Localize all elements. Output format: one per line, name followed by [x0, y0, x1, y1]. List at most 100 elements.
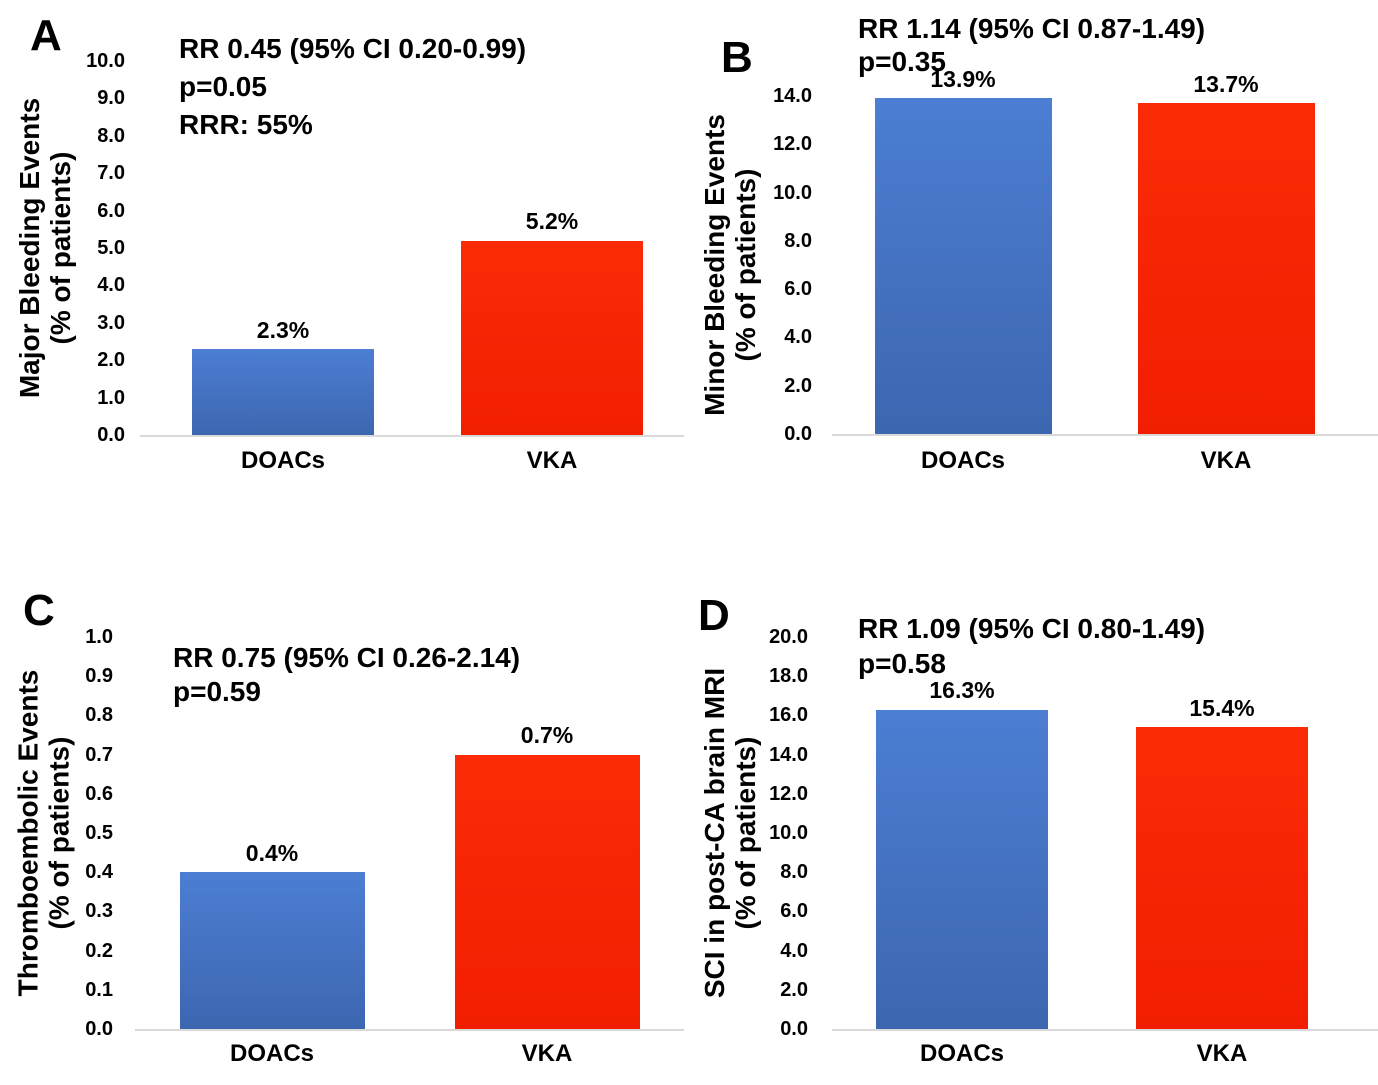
- value-label: 16.3%: [929, 677, 995, 704]
- bar-doacs: [192, 348, 374, 435]
- stats-annotation-line: RR 1.14 (95% CI 0.87-1.49): [858, 13, 1206, 44]
- bar-vka: [1137, 103, 1315, 434]
- y-tick-label: 12.0: [773, 133, 812, 156]
- panel-letter: A: [30, 11, 63, 60]
- y-tick-label: 2.0: [784, 374, 812, 397]
- y-tick-label: 6.0: [784, 278, 812, 301]
- stats-annotation: RR 0.75 (95% CI 0.26-2.14) p=0.59: [173, 641, 520, 709]
- value-label: 5.2%: [525, 208, 579, 235]
- category-label: VKA: [1200, 447, 1252, 474]
- y-tick-label: 0.4: [85, 861, 113, 884]
- chart-panel-a: A RR 0.45 (95% CI 0.20-0.99) p=0.05 RRR: 5…: [0, 0, 689, 543]
- value-label: 13.9%: [930, 66, 996, 93]
- y-tick-label: 16.0: [769, 704, 808, 727]
- y-axis-title-line2: (% of patients): [730, 736, 762, 930]
- bar-vka: [461, 240, 643, 435]
- category-label: VKA: [521, 1040, 573, 1067]
- x-axis-line: [832, 434, 1378, 436]
- y-tick-label: 4.0: [780, 939, 808, 962]
- stats-annotation-line: p=0.59: [173, 676, 261, 707]
- y-axis-title: Major Bleeding Events (% of patients): [14, 61, 76, 435]
- y-tick-label: 9.0: [97, 87, 125, 110]
- value-label: 13.7%: [1193, 70, 1259, 97]
- category-label: DOACs: [229, 1040, 314, 1067]
- y-tick-label: 0.7: [85, 743, 113, 766]
- y-tick-label: 7.0: [97, 162, 125, 185]
- y-tick-label: 4.0: [784, 326, 812, 349]
- bar-doacs: [876, 709, 1048, 1029]
- y-axis-title-line2: (% of patients): [45, 151, 77, 345]
- y-tick-label: 6.0: [97, 199, 125, 222]
- stats-annotation-line: RR 0.45 (95% CI 0.20-0.99): [179, 33, 527, 64]
- stats-annotation-line: p=0.05: [179, 71, 267, 102]
- y-axis-title-line2: (% of patients): [730, 168, 762, 362]
- y-axis-title-line1: SCI in post-CA brain MRI: [699, 667, 731, 999]
- chart-panel-d: D RR 1.09 (95% CI 0.80-1.49) p=0.58 SCI i…: [689, 543, 1378, 1085]
- y-tick-label: 0.6: [85, 782, 113, 805]
- y-tick-label: 0.3: [85, 900, 113, 923]
- y-axis-title-line2: (% of patients): [43, 736, 74, 930]
- x-axis-line: [832, 1029, 1378, 1031]
- stats-annotation-line: RR 1.09 (95% CI 0.80-1.49): [858, 613, 1206, 644]
- y-tick-label: 10.0: [773, 181, 812, 204]
- y-tick-label: 0.0: [85, 1018, 113, 1040]
- y-tick-label: 0.0: [784, 423, 812, 445]
- y-tick-label: 6.0: [780, 900, 808, 923]
- chart-panel-c: C RR 0.75 (95% CI 0.26-2.14) p=0.59 Throm…: [0, 543, 689, 1085]
- stats-annotation: RR 1.14 (95% CI 0.87-1.49) p=0.35: [858, 12, 1205, 78]
- value-label: 0.4%: [245, 839, 299, 866]
- category-label: DOACs: [240, 447, 325, 474]
- y-tick-label: 5.0: [97, 237, 125, 259]
- bar-doacs: [179, 872, 365, 1029]
- panel-letter: C: [23, 586, 56, 635]
- x-axis-line: [135, 1029, 684, 1031]
- chart-panel-b: B RR 1.14 (95% CI 0.87-1.49) p=0.35 Minor…: [689, 0, 1378, 543]
- y-tick-label: 2.0: [97, 349, 125, 372]
- panel-letter: D: [698, 591, 731, 640]
- y-axis-title-line1: Minor Bleeding Events: [699, 114, 731, 416]
- y-axis-title: Thromboembolic Events (% of patients): [12, 637, 74, 1029]
- y-tick-label: 8.0: [780, 861, 808, 884]
- stats-annotation-line: RRR: 55%: [179, 109, 313, 140]
- y-tick-label: 0.0: [780, 1018, 808, 1040]
- y-tick-label: 0.1: [85, 978, 113, 1001]
- y-tick-label: 12.0: [769, 782, 808, 805]
- y-tick-label: 0.8: [85, 704, 113, 727]
- y-tick-label: 0.5: [85, 822, 113, 844]
- stats-annotation-line: p=0.58: [858, 648, 946, 679]
- y-axis-title: SCI in post-CA brain MRI (% of patients): [699, 637, 761, 1029]
- y-tick-label: 2.0: [780, 978, 808, 1001]
- y-axis-title-line1: Thromboembolic Events: [12, 669, 43, 997]
- y-axis-title-line1: Major Bleeding Events: [14, 97, 46, 399]
- y-tick-label: 0.2: [85, 939, 113, 962]
- category-label: VKA: [1196, 1040, 1248, 1067]
- stats-annotation-line: p=0.35: [858, 46, 946, 77]
- value-label: 15.4%: [1189, 694, 1255, 721]
- y-tick-label: 18.0: [769, 665, 808, 688]
- y-tick-label: 10.0: [769, 822, 808, 844]
- bar-doacs: [874, 98, 1052, 434]
- y-tick-label: 3.0: [97, 311, 125, 334]
- y-tick-label: 1.0: [97, 386, 125, 409]
- bar-vka: [454, 754, 640, 1029]
- y-tick-label: 1.0: [85, 626, 113, 648]
- category-label: DOACs: [919, 1040, 1004, 1067]
- category-label: DOACs: [920, 447, 1005, 474]
- y-axis-title: Minor Bleeding Events (% of patients): [699, 96, 761, 434]
- y-tick-label: 4.0: [97, 274, 125, 297]
- y-tick-label: 0.0: [97, 424, 125, 446]
- y-tick-label: 20.0: [769, 626, 808, 648]
- y-tick-label: 8.0: [97, 124, 125, 147]
- y-tick-label: 14.0: [773, 85, 812, 107]
- stats-annotation: RR 0.45 (95% CI 0.20-0.99) p=0.05 RRR: 55%: [179, 30, 526, 144]
- y-tick-label: 10.0: [86, 50, 125, 72]
- y-tick-label: 0.9: [85, 665, 113, 688]
- bar-vka: [1136, 727, 1308, 1029]
- value-label: 0.7%: [520, 722, 574, 749]
- y-tick-label: 8.0: [784, 229, 812, 252]
- y-tick-label: 14.0: [769, 743, 808, 766]
- category-label: VKA: [526, 447, 578, 474]
- value-label: 2.3%: [256, 316, 310, 343]
- stats-annotation: RR 1.09 (95% CI 0.80-1.49) p=0.58: [858, 611, 1205, 681]
